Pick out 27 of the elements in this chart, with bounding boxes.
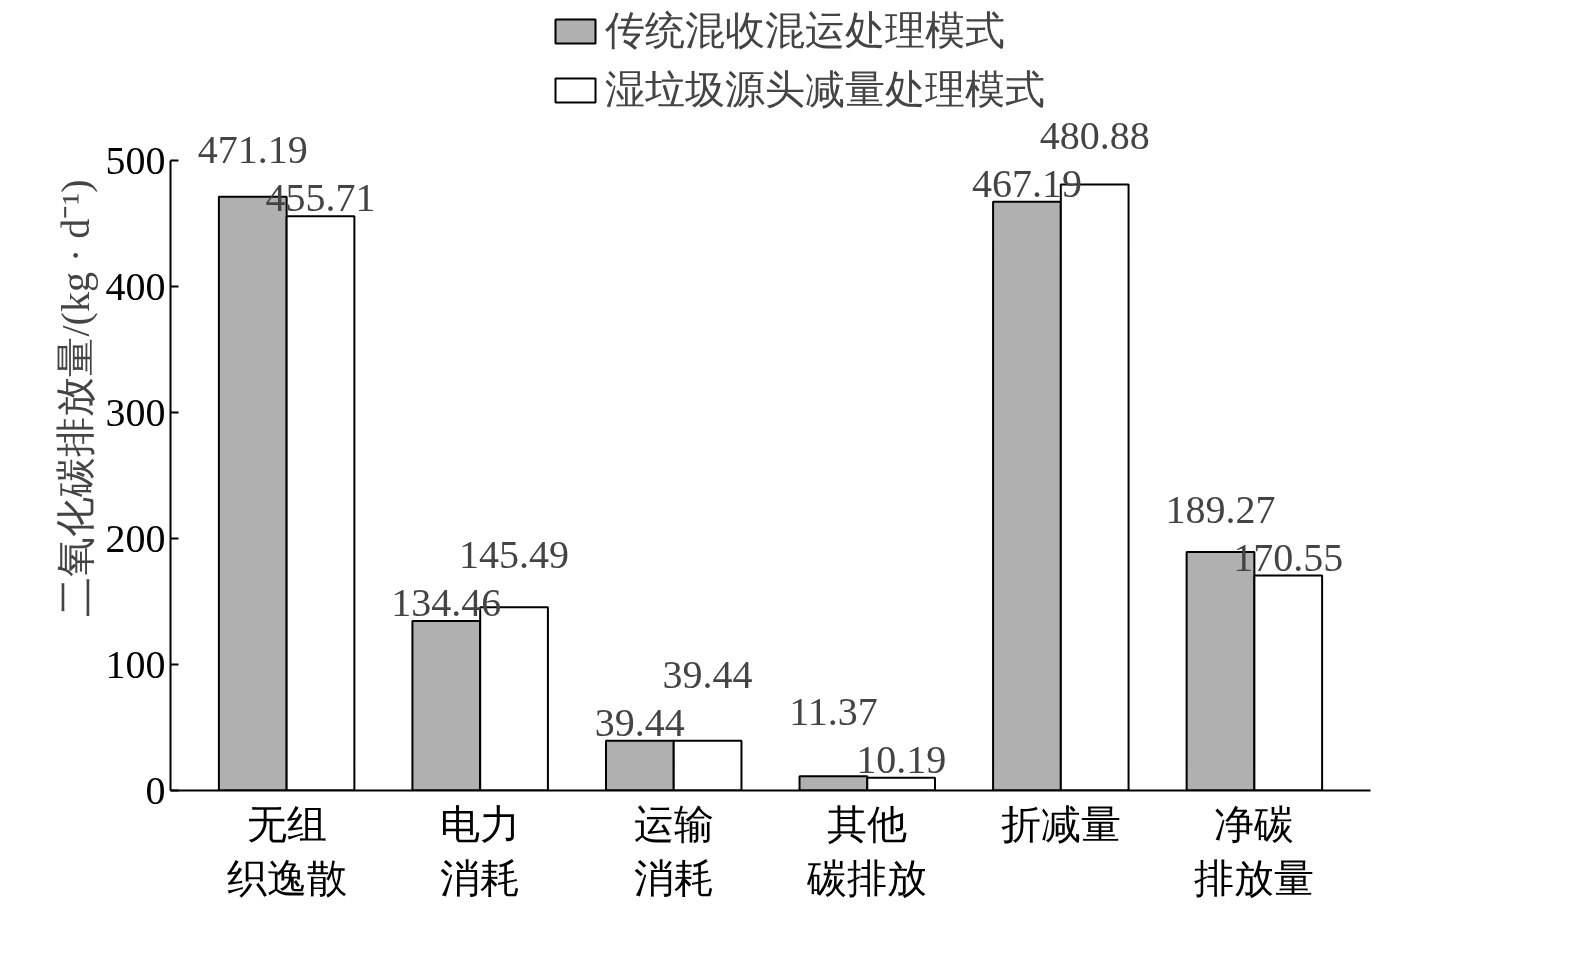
legend-label: 湿垃圾源头减量处理模式 — [605, 67, 1045, 112]
data-label: 170.55 — [1233, 534, 1344, 580]
y-tick-label: 500 — [105, 137, 166, 183]
data-label: 145.49 — [459, 532, 570, 578]
x-tick-label: 运输消耗 — [633, 801, 714, 901]
data-label: 467.19 — [971, 160, 1082, 206]
data-label: 11.37 — [789, 688, 878, 734]
y-tick-label: 300 — [105, 389, 166, 435]
y-tick-label: 200 — [105, 515, 166, 561]
legend-label: 传统混收混运处理模式 — [605, 7, 1005, 55]
x-tick-label: 无组织逸散 — [226, 801, 347, 901]
x-tick-label: 电力消耗 — [440, 801, 521, 901]
data-label: 189.27 — [1165, 486, 1276, 532]
y-tick-label: 100 — [105, 641, 166, 687]
data-label: 10.19 — [856, 736, 947, 782]
y-tick-label: 0 — [145, 767, 166, 813]
y-axis-title: 二氧化碳排放量/(kg · d⁻¹) — [52, 179, 98, 617]
x-tick-label: 其他碳排放 — [806, 801, 928, 901]
y-tick-label: 400 — [105, 263, 166, 309]
data-label: 39.44 — [594, 699, 685, 745]
x-tick-label: 折减量 — [1000, 801, 1121, 847]
x-tick-label: 净碳排放量 — [1194, 801, 1315, 901]
data-label: 471.19 — [197, 127, 308, 173]
data-label: 134.46 — [391, 580, 502, 626]
data-label: 480.88 — [1039, 112, 1150, 158]
data-label: 455.71 — [265, 175, 376, 221]
data-label: 39.44 — [662, 651, 753, 697]
